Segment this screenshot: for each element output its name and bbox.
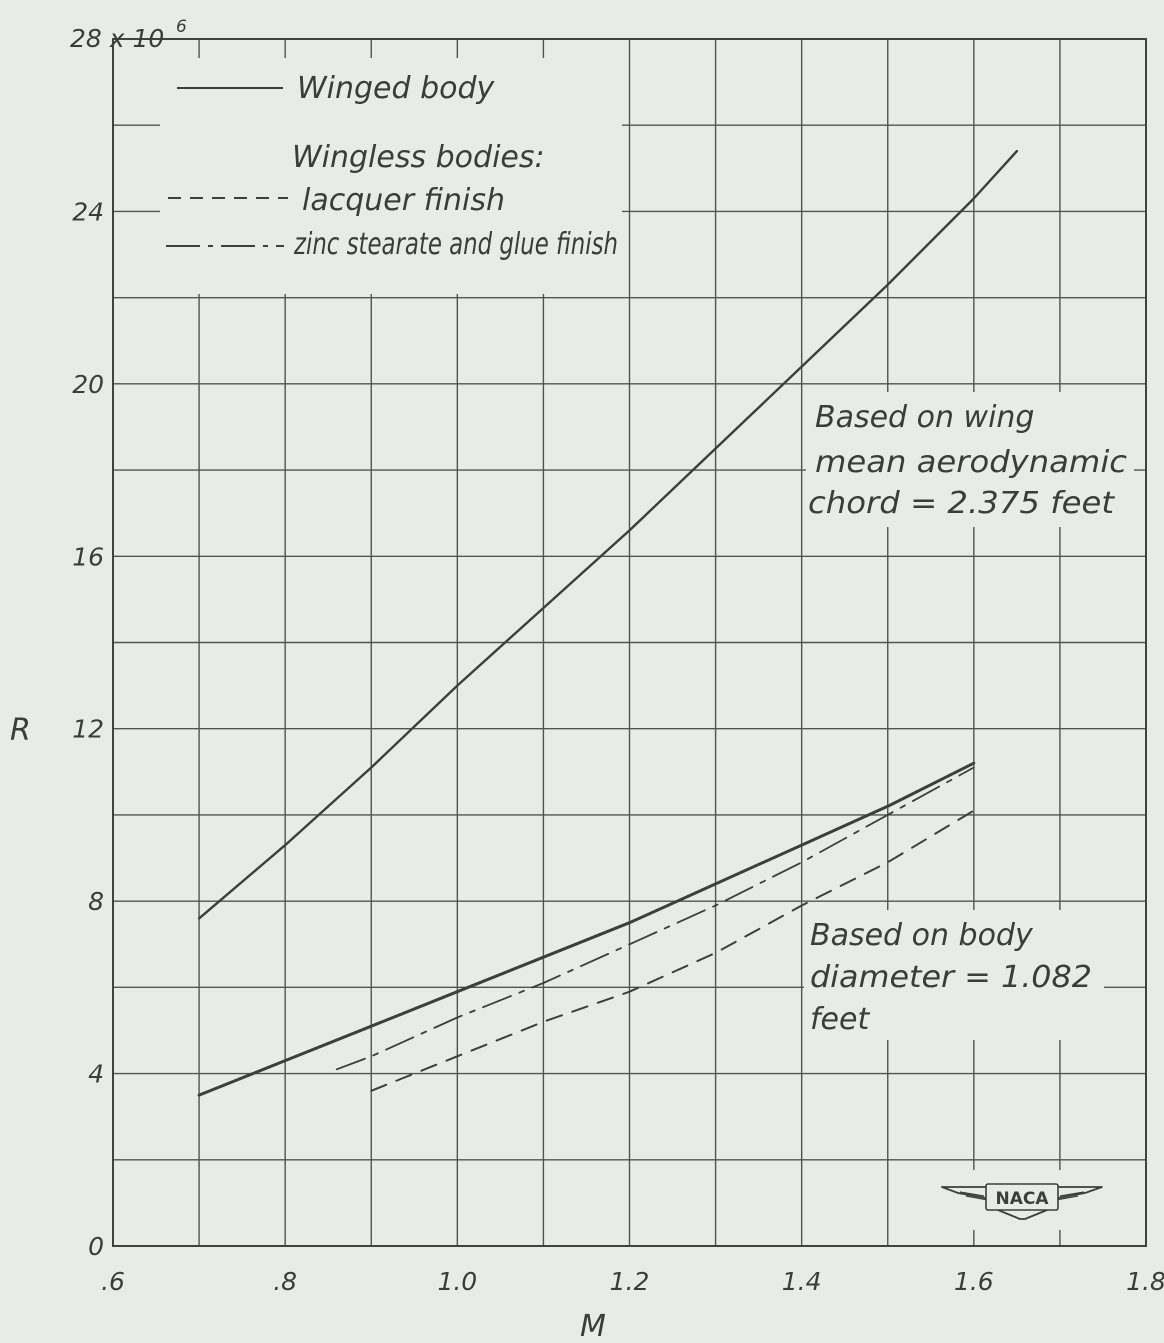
- annotation-wing-line-2: mean aerodynamic: [815, 445, 1128, 480]
- x-tick-labels: .6 .8 1.0 1.2 1.4 1.6 1.8: [101, 1267, 1164, 1296]
- naca-logo-text: NACA: [995, 1189, 1049, 1209]
- y-tick-label: 24: [72, 197, 104, 226]
- series-line-3: [370, 809, 975, 1092]
- plot-frame: [112, 38, 1147, 1247]
- legend-label-lacquer: lacquer finish: [302, 183, 505, 218]
- x-tick-label: .8: [273, 1267, 297, 1296]
- series-line-2: [197, 761, 976, 1097]
- legend-label-winged-body: Winged body: [297, 71, 496, 106]
- legend-group-heading: Wingless bodies:: [292, 140, 545, 175]
- y-exponent: 6: [176, 17, 187, 37]
- annotation-body: Based on body diameter = 1.082 feet: [804, 910, 1104, 1040]
- x-tick-label: 1.6: [954, 1267, 994, 1296]
- y-tick-label: 12: [72, 715, 104, 744]
- legend-background: [160, 58, 622, 294]
- naca-logo-plate: [985, 1183, 1059, 1211]
- x-tick-label: 1.8: [1126, 1267, 1164, 1296]
- x-tick-label: 1.0: [437, 1267, 477, 1296]
- annotation-wing-background: [806, 392, 1134, 527]
- series-line-4: [335, 766, 975, 1071]
- y-tick-label: 4: [88, 1060, 104, 1089]
- y-tick-label: 0: [88, 1232, 104, 1261]
- naca-logo-feathers: [959, 1191, 1085, 1201]
- y-tick-labels: 0 4 8 12 16 20 24 28 x 10: [70, 24, 164, 1261]
- annotation-wing-line-1: Based on wing: [815, 400, 1034, 435]
- legend-label-zinc: zinc stearate and glue finish: [293, 227, 618, 262]
- annotation-body-background: [804, 910, 1104, 1040]
- legend: Winged body Wingless bodies: lacquer fin…: [160, 58, 622, 294]
- series-line-1: [197, 149, 1019, 920]
- x-tick-label: 1.4: [782, 1267, 822, 1296]
- y-tick-label: 8: [88, 887, 104, 916]
- y-tick-label: 16: [72, 542, 104, 571]
- annotation-body-line-3: feet: [810, 1002, 870, 1037]
- x-tick-label: .6: [101, 1267, 125, 1296]
- x-axis-title: M: [580, 1309, 606, 1343]
- x-tick-label: 1.2: [610, 1267, 650, 1296]
- y-tick-label: 28 x 10: [70, 24, 164, 53]
- y-tick-label: 20: [72, 370, 104, 399]
- series-layer: [197, 149, 1019, 1097]
- annotation-wing-line-3: chord = 2.375 feet: [808, 486, 1115, 521]
- annotation-wing: Based on wing mean aerodynamic chord = 2…: [806, 392, 1134, 527]
- annotation-body-line-2: diameter = 1.082: [810, 960, 1092, 995]
- naca-logo: NACA: [930, 1170, 1112, 1230]
- annotation-body-line-1: Based on body: [810, 918, 1034, 953]
- y-axis-title: R: [10, 713, 31, 748]
